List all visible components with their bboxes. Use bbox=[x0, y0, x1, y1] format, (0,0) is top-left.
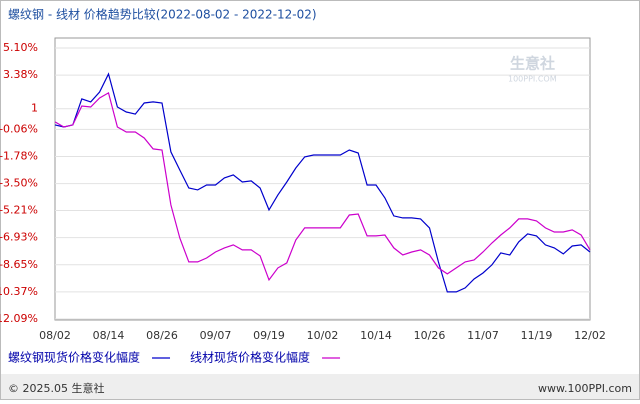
x-tick-label: 09/19 bbox=[253, 329, 285, 342]
y-tick-label: -8.65% bbox=[0, 258, 38, 271]
y-tick-label: -0.06% bbox=[0, 122, 38, 135]
series-line bbox=[54, 91, 591, 282]
footer-right: www.100PPI.com bbox=[538, 382, 632, 395]
y-tick-label: -3.50% bbox=[0, 177, 38, 190]
footer-left: © 2025.05 生意社 bbox=[8, 381, 104, 395]
x-tick-label: 08/14 bbox=[93, 329, 125, 342]
legend-label: 线材现货价格变化幅度 bbox=[190, 350, 310, 365]
y-tick-label: 5.10% bbox=[3, 41, 38, 54]
y-tick-label: -12.09% bbox=[0, 312, 38, 325]
watermark-site: 100PPI.COM bbox=[508, 75, 557, 84]
x-tick-label: 08/02 bbox=[39, 329, 71, 342]
x-tick-label: 08/26 bbox=[146, 329, 178, 342]
watermark: 生意社 100PPI.COM bbox=[508, 55, 557, 84]
x-tick-label: 10/14 bbox=[360, 329, 392, 342]
y-tick-label: 3.38% bbox=[3, 68, 38, 81]
footer-band bbox=[1, 374, 639, 399]
y-tick-label: -10.37% bbox=[0, 285, 38, 298]
y-tick-label: -6.93% bbox=[0, 231, 38, 244]
series-line bbox=[54, 72, 591, 293]
x-tick-label: 10/26 bbox=[414, 329, 446, 342]
legend-label: 螺纹钢现货价格变化幅度 bbox=[8, 350, 140, 365]
y-tick-label: 1 bbox=[31, 102, 38, 115]
chart-title: 螺纹钢 - 线材 价格趋势比较(2022-08-02 - 2022-12-02) bbox=[8, 7, 317, 22]
y-tick-label: -5.21% bbox=[0, 204, 38, 217]
watermark-brand: 生意社 bbox=[510, 55, 555, 73]
x-tick-label: 12/02 bbox=[574, 329, 606, 342]
y-tick-label: -1.78% bbox=[0, 149, 38, 162]
plot-frame bbox=[54, 37, 591, 321]
x-tick-label: 09/07 bbox=[200, 329, 232, 342]
x-tick-label: 10/02 bbox=[307, 329, 339, 342]
x-tick-label: 11/07 bbox=[467, 329, 499, 342]
x-tick-label: 11/19 bbox=[521, 329, 553, 342]
